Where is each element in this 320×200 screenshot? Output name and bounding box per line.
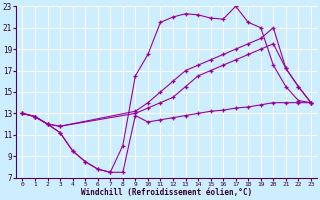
X-axis label: Windchill (Refroidissement éolien,°C): Windchill (Refroidissement éolien,°C) xyxy=(81,188,252,197)
